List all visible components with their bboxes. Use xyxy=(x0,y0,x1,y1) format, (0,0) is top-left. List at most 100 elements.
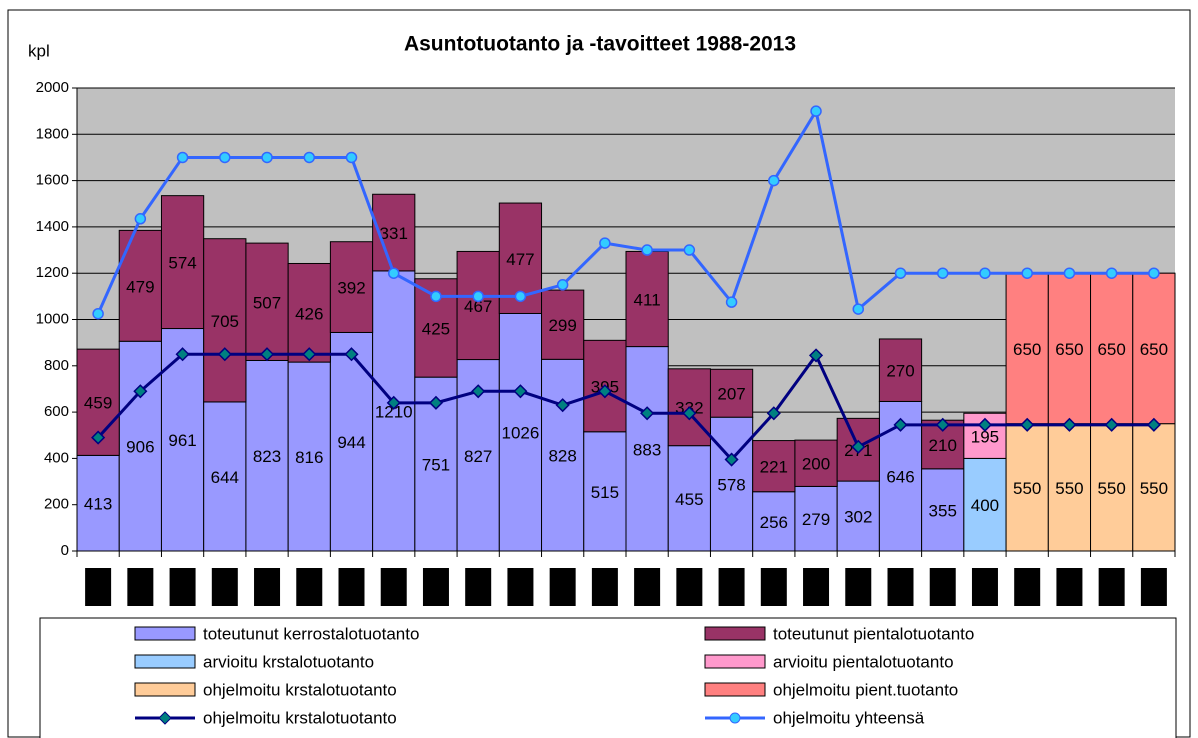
data-label: 270 xyxy=(886,362,914,381)
redacted-label xyxy=(1056,568,1083,606)
data-label: 515 xyxy=(591,483,619,502)
redacted-label xyxy=(254,568,281,606)
bar-segment xyxy=(329,241,374,333)
marker xyxy=(725,296,738,308)
data-label: 411 xyxy=(634,290,661,309)
data-label: 961 xyxy=(168,431,196,450)
redacted-label xyxy=(1098,568,1125,606)
y-tick-label: 600 xyxy=(44,403,69,420)
marker xyxy=(768,174,780,187)
data-label: 195 xyxy=(971,427,999,446)
marker xyxy=(303,151,316,164)
redacted-label xyxy=(971,568,998,606)
bar-segment xyxy=(709,368,754,418)
marker xyxy=(1063,267,1076,279)
marker xyxy=(219,151,231,164)
bar-segment xyxy=(160,195,205,330)
data-label: 816 xyxy=(295,448,323,467)
marker xyxy=(1020,417,1035,432)
data-label: 507 xyxy=(253,293,281,312)
bar-segment xyxy=(921,468,965,552)
bar-segment xyxy=(794,485,838,552)
data-label: 1210 xyxy=(375,402,413,421)
bar-segment xyxy=(245,242,289,361)
data-label: 550 xyxy=(1097,479,1125,498)
data-label: 644 xyxy=(211,468,239,487)
data-label: 827 xyxy=(464,447,492,466)
bar-segment xyxy=(1090,272,1134,425)
data-label: 210 xyxy=(929,436,957,455)
marker xyxy=(893,417,908,432)
bar-segment xyxy=(667,445,711,552)
y-tick-label: 1000 xyxy=(36,310,69,327)
y-tick-label: 400 xyxy=(44,449,69,466)
data-label: 751 xyxy=(422,456,450,475)
data-label: 400 xyxy=(971,496,999,515)
legend-label: toteutunut pientalotuotanto xyxy=(773,624,974,643)
bar-segment xyxy=(1005,272,1049,425)
data-label: 944 xyxy=(337,433,365,452)
data-label: 426 xyxy=(295,304,323,323)
redacted-label xyxy=(127,568,154,606)
redacted-label xyxy=(211,568,238,606)
legend-swatch xyxy=(134,654,196,669)
redacted-label xyxy=(338,568,365,606)
data-label: 279 xyxy=(802,510,830,529)
legend-label: ohjelmoitu krstalotuotanto xyxy=(203,708,397,727)
redacted-label xyxy=(507,568,534,606)
legend-label: arvioitu krstalotuotanto xyxy=(203,652,374,671)
y-tick-label: 200 xyxy=(44,496,69,513)
legend-label: ohjelmoitu yhteensä xyxy=(773,708,925,727)
marker xyxy=(134,213,147,225)
bar-segment xyxy=(414,376,458,552)
marker xyxy=(387,267,400,279)
marker xyxy=(1104,417,1119,432)
marker xyxy=(724,452,739,467)
redacted-label xyxy=(591,568,618,606)
redacted-label xyxy=(422,568,449,606)
data-label: 705 xyxy=(211,312,239,331)
data-label: 413 xyxy=(84,495,112,514)
data-label: 299 xyxy=(548,316,576,335)
y-tick-label: 1800 xyxy=(36,125,69,142)
data-label: 302 xyxy=(844,508,872,527)
bar-segment xyxy=(752,440,796,493)
data-label: 467 xyxy=(464,297,492,316)
marker xyxy=(852,303,865,315)
marker xyxy=(302,347,317,362)
marker xyxy=(935,417,950,432)
data-label: 650 xyxy=(1055,340,1083,359)
bar-segment xyxy=(878,338,923,402)
data-label: 479 xyxy=(126,277,154,296)
bar-segment xyxy=(794,439,838,487)
marker xyxy=(1021,267,1033,279)
y-tick-label: 1200 xyxy=(36,264,69,281)
bar-segment xyxy=(1090,423,1134,552)
marker xyxy=(1146,417,1161,432)
data-label: 256 xyxy=(760,513,788,532)
marker xyxy=(851,439,866,454)
marker xyxy=(386,395,401,410)
data-label: 425 xyxy=(422,319,450,338)
redacted-label xyxy=(296,568,323,606)
marker xyxy=(217,347,232,362)
redacted-label xyxy=(1014,568,1041,606)
bar-segment xyxy=(1047,423,1092,552)
marker xyxy=(977,417,993,432)
marker xyxy=(979,267,991,279)
redacted-label xyxy=(85,568,112,606)
data-label: 392 xyxy=(337,279,365,298)
redacted-label xyxy=(803,568,830,606)
marker xyxy=(261,151,273,164)
bar-segment xyxy=(498,312,543,552)
marker xyxy=(176,151,189,164)
bar-segment xyxy=(1132,272,1176,425)
data-label: 1026 xyxy=(502,424,540,443)
data-label: 221 xyxy=(760,458,788,477)
chart-title: Asuntotuotanto ja -tavoitteet 1988-2013 xyxy=(404,33,796,56)
bar-segment xyxy=(541,358,585,552)
redacted-label xyxy=(929,568,956,606)
bar-segment xyxy=(752,491,796,552)
y-tick-label: 2000 xyxy=(36,79,69,96)
marker xyxy=(92,307,104,320)
